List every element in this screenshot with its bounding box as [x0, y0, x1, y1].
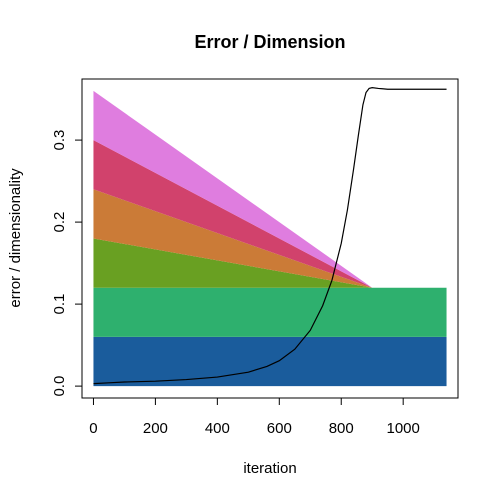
y-tick-label: 0.1	[51, 294, 68, 315]
x-tick-label: 400	[205, 420, 230, 437]
band-1	[93, 336, 447, 387]
y-tick-label: 0.0	[51, 376, 68, 397]
y-tick-label: 0.2	[51, 212, 68, 233]
band-5	[93, 140, 447, 288]
band-3	[93, 238, 447, 288]
error-line	[93, 86, 447, 385]
x-tick-label: 200	[143, 420, 168, 437]
x-tick-label: 600	[267, 420, 292, 437]
y-tick-label: 0.3	[51, 130, 68, 151]
chart-title: Error / Dimension	[194, 32, 345, 52]
line-layer	[93, 86, 447, 385]
bands-layer	[93, 90, 447, 387]
band-4	[93, 189, 447, 288]
x-axis: 0 200 400 600 800 1000	[89, 397, 420, 437]
y-axis-label: error / dimensionality	[7, 168, 24, 308]
band-2	[93, 287, 447, 337]
x-tick-label: 0	[89, 420, 97, 437]
x-tick-label: 800	[329, 420, 354, 437]
y-axis: 0.0 0.1 0.2 0.3	[51, 130, 83, 397]
x-axis-label: iteration	[243, 460, 296, 477]
x-tick-label: 1000	[386, 420, 419, 437]
